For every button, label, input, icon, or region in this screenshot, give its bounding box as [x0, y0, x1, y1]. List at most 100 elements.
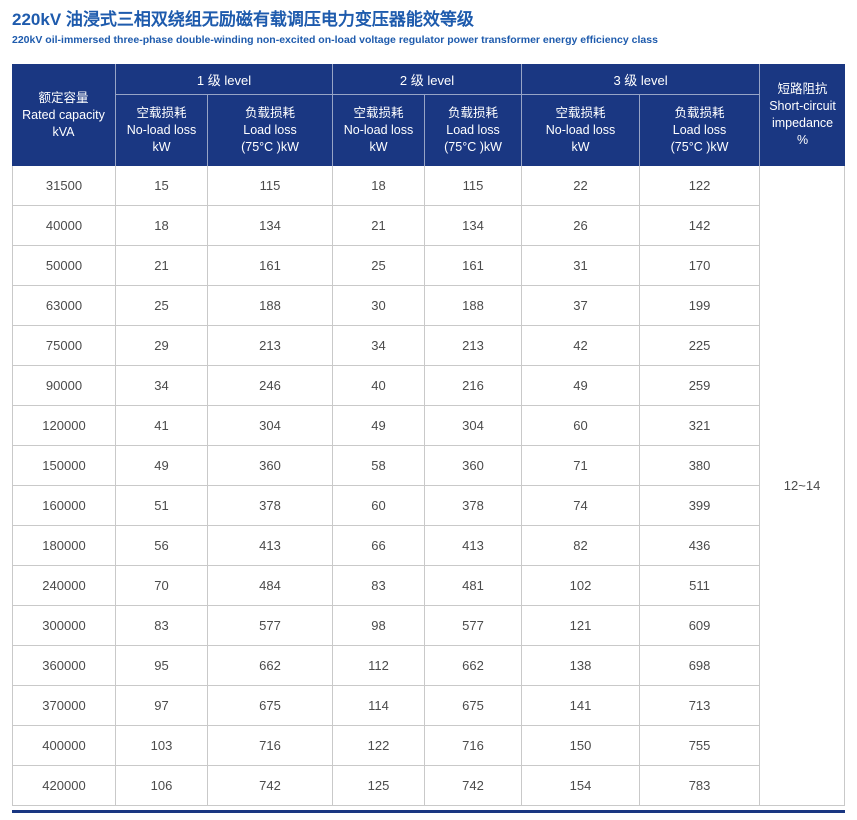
- noload-en: No-load loss: [126, 123, 197, 137]
- capacity-cell: 180000: [12, 526, 116, 566]
- load-unit: (75°C )kW: [444, 140, 502, 154]
- noload-unit: kW: [152, 140, 171, 154]
- load-zh: 负载损耗: [245, 106, 296, 120]
- value-cell: 70: [116, 566, 208, 606]
- value-cell: 134: [208, 206, 334, 246]
- capacity-cell: 40000: [12, 206, 116, 246]
- value-cell: 216: [425, 366, 523, 406]
- capacity-cell: 50000: [12, 246, 116, 286]
- header-noload-loss-l3: 空载损耗 No-load loss kW: [522, 95, 641, 166]
- header-noload-loss-l2: 空载损耗 No-load loss kW: [333, 95, 426, 166]
- impedance-cell: 12~14: [760, 166, 846, 806]
- value-cell: 380: [640, 446, 761, 486]
- header-level-1: 1 级 level: [116, 64, 334, 95]
- impedance-en-2: impedance: [771, 116, 834, 130]
- value-cell: 675: [208, 686, 334, 726]
- value-cell: 82: [522, 526, 641, 566]
- value-cell: 26: [522, 206, 641, 246]
- load-en: Load loss: [243, 123, 297, 137]
- value-cell: 106: [116, 766, 208, 806]
- table-row: 75000 29 213 34 213 42 225: [12, 326, 845, 366]
- rated-capacity-unit: kVA: [52, 124, 75, 139]
- value-cell: 511: [640, 566, 761, 606]
- load-zh: 负载损耗: [674, 106, 725, 120]
- value-cell: 49: [333, 406, 426, 446]
- value-cell: 121: [522, 606, 641, 646]
- capacity-cell: 75000: [12, 326, 116, 366]
- load-unit: (75°C )kW: [670, 140, 729, 154]
- table-row: 360000 95 662 112 662 138 698: [12, 646, 845, 686]
- value-cell: 360: [425, 446, 523, 486]
- header-level-2: 2 级 level: [333, 64, 523, 95]
- value-cell: 71: [522, 446, 641, 486]
- value-cell: 304: [425, 406, 523, 446]
- load-en: Load loss: [672, 123, 727, 137]
- value-cell: 66: [333, 526, 426, 566]
- table-row: 240000 70 484 83 481 102 511: [12, 566, 845, 606]
- capacity-cell: 240000: [12, 566, 116, 606]
- value-cell: 698: [640, 646, 761, 686]
- capacity-cell: 370000: [12, 686, 116, 726]
- table-row: 160000 51 378 60 378 74 399: [12, 486, 845, 526]
- value-cell: 97: [116, 686, 208, 726]
- value-cell: 115: [208, 166, 334, 206]
- value-cell: 213: [425, 326, 523, 366]
- table-row: 370000 97 675 114 675 141 713: [12, 686, 845, 726]
- capacity-cell: 300000: [12, 606, 116, 646]
- value-cell: 716: [425, 726, 523, 766]
- value-cell: 360: [208, 446, 334, 486]
- value-cell: 321: [640, 406, 761, 446]
- capacity-cell: 400000: [12, 726, 116, 766]
- value-cell: 56: [116, 526, 208, 566]
- value-cell: 675: [425, 686, 523, 726]
- header-level-3: 3 级 level: [522, 64, 761, 95]
- table-row: 420000 106 742 125 742 154 783: [12, 766, 845, 806]
- value-cell: 42: [522, 326, 641, 366]
- value-cell: 142: [640, 206, 761, 246]
- value-cell: 213: [208, 326, 334, 366]
- header-rated-capacity: 额定容量 Rated capacity kVA: [12, 64, 116, 166]
- value-cell: 399: [640, 486, 761, 526]
- page-subtitle: 220kV oil-immersed three-phase double-wi…: [12, 34, 658, 46]
- table-row: 400000 103 716 122 716 150 755: [12, 726, 845, 766]
- header-load-loss-l1: 负载损耗 Load loss (75°C )kW: [208, 95, 334, 166]
- value-cell: 481: [425, 566, 523, 606]
- value-cell: 125: [333, 766, 426, 806]
- table-row: 90000 34 246 40 216 49 259: [12, 366, 845, 406]
- noload-zh: 空载损耗: [136, 106, 187, 120]
- value-cell: 141: [522, 686, 641, 726]
- header-noload-loss-l1: 空载损耗 No-load loss kW: [116, 95, 208, 166]
- value-cell: 577: [425, 606, 523, 646]
- table-row: 180000 56 413 66 413 82 436: [12, 526, 845, 566]
- value-cell: 609: [640, 606, 761, 646]
- value-cell: 225: [640, 326, 761, 366]
- value-cell: 755: [640, 726, 761, 766]
- value-cell: 134: [425, 206, 523, 246]
- table-body: 31500 15 115 18 115 22 122 12~14 40000 18 134 21 134…: [12, 166, 846, 806]
- capacity-cell: 160000: [12, 486, 116, 526]
- noload-unit: kW: [369, 140, 388, 154]
- noload-zh: 空载损耗: [353, 106, 404, 120]
- value-cell: 154: [522, 766, 641, 806]
- value-cell: 83: [116, 606, 208, 646]
- table-row: 31500 15 115 18 115 22 122 12~14: [12, 166, 846, 806]
- table-row: 300000 83 577 98 577 121 609: [12, 606, 845, 646]
- value-cell: 783: [640, 766, 761, 806]
- noload-en: No-load loss: [545, 123, 616, 137]
- value-cell: 199: [640, 286, 761, 326]
- capacity-cell: 360000: [12, 646, 116, 686]
- value-cell: 22: [522, 166, 641, 206]
- value-cell: 716: [208, 726, 334, 766]
- value-cell: 21: [116, 246, 208, 286]
- value-cell: 304: [208, 406, 334, 446]
- header-level-row: 额定容量 Rated capacity kVA 1 级 level 2 级 le…: [12, 64, 846, 166]
- value-cell: 161: [425, 246, 523, 286]
- value-cell: 30: [333, 286, 426, 326]
- table-row: 40000 18 134 21 134 26 142: [12, 206, 845, 246]
- value-cell: 31: [522, 246, 641, 286]
- value-cell: 188: [208, 286, 334, 326]
- value-cell: 115: [425, 166, 523, 206]
- impedance-en-1: Short-circuit: [769, 99, 836, 113]
- capacity-cell: 31500: [12, 166, 116, 206]
- efficiency-table: 额定容量 Rated capacity kVA 1 级 level 2 级 le…: [12, 64, 846, 806]
